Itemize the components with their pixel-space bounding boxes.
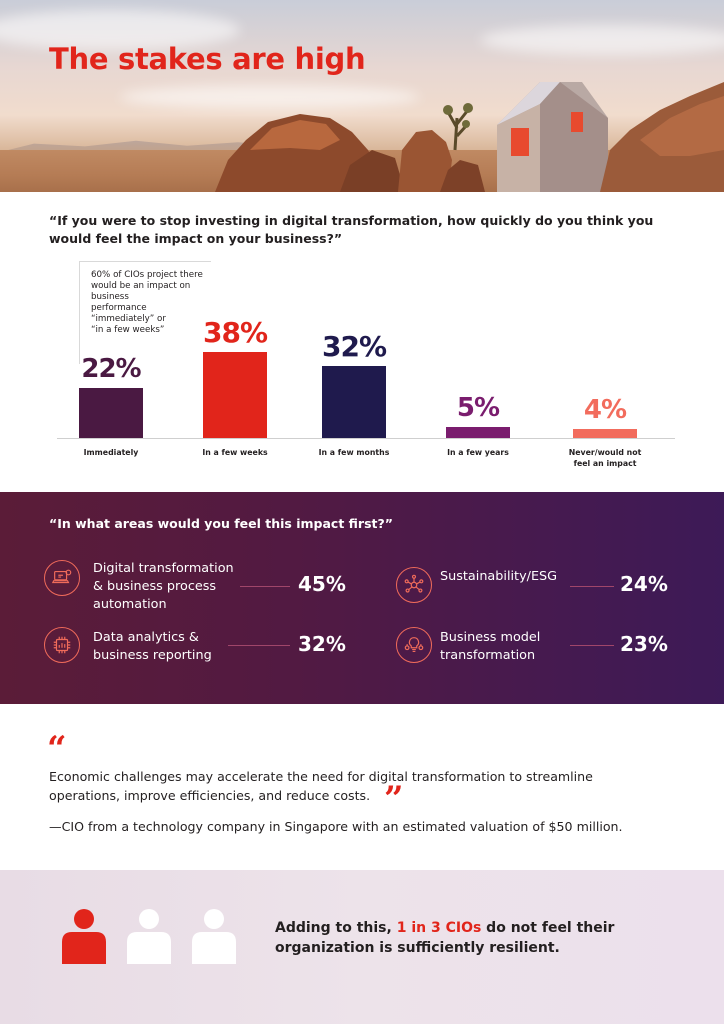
page-title: The stakes are high [49, 42, 366, 76]
leader-line [228, 645, 290, 646]
automation-laptop-icon [44, 560, 80, 596]
label-line: Data analytics & [93, 630, 199, 645]
leader-line [570, 645, 614, 646]
bar-value-label: 4% [583, 394, 627, 425]
label-line: business reporting [93, 648, 212, 663]
distant-mountains [0, 140, 340, 152]
person-icon [123, 908, 175, 964]
impact-item-value: 32% [298, 632, 346, 656]
bar-immediately [79, 388, 143, 438]
bar-in-a-few-years [446, 426, 510, 438]
impact-timing-bar-chart: 60% of CIOs project there would be an im… [0, 250, 724, 480]
leader-line [570, 586, 614, 587]
bar-in-a-few-weeks [203, 352, 267, 438]
quote-attribution: —CIO from a technology company in Singap… [49, 819, 623, 834]
x-axis-label: In a few weeks [202, 448, 268, 457]
chart-baseline [57, 438, 675, 439]
person-icon [188, 908, 240, 964]
network-nodes-icon [396, 567, 432, 603]
desert-scene-illustration [215, 82, 724, 192]
impact-item-value: 23% [620, 632, 668, 656]
impact-item-label: Business model transformation [440, 629, 540, 665]
x-axis-label: In a few months [318, 448, 390, 457]
bar-value-label: 38% [202, 316, 268, 349]
data-analytics-chip-icon [44, 627, 80, 663]
quote-open-mark: “ [47, 729, 67, 769]
survey-question: “If you were to stop investing in digita… [49, 213, 654, 246]
impact-item-value: 24% [620, 572, 668, 596]
callout-line: would be an impact on business [91, 281, 191, 302]
bar-value-label: 32% [321, 329, 387, 363]
label-line: automation [93, 597, 167, 612]
bar-value-label: 5% [456, 392, 500, 423]
label-line: Sustainability/ESG [440, 569, 558, 584]
bar-in-a-few-months [322, 365, 386, 438]
statement-highlight: 1 in 3 CIOs [396, 920, 482, 936]
impact-areas-section: “In what areas would you feel this impac… [0, 492, 724, 704]
callout-line: “in a few weeks” [91, 325, 165, 335]
cloud [480, 25, 724, 55]
x-axis-label: Immediately [83, 448, 139, 457]
label-line: Business model [440, 630, 541, 645]
x-axis-label: Never/would not feel an impact [568, 448, 642, 468]
resilience-section: Adding to this, 1 in 3 CIOs do not feel … [0, 870, 724, 1024]
label-line: transformation [440, 648, 536, 663]
callout-box: 60% of CIOs project there would be an im… [79, 261, 211, 364]
lightbulb-gears-icon [396, 627, 432, 663]
bar-value-label: 22% [81, 354, 141, 385]
callout-line: performance “immediately” or [91, 303, 166, 324]
impact-item-value: 45% [298, 572, 346, 596]
impact-question: “In what areas would you feel this impac… [49, 516, 393, 531]
label-line: & business process [93, 579, 217, 594]
quote-text: Economic challenges may accelerate the n… [49, 767, 689, 805]
person-highlighted-icon [58, 908, 110, 964]
hero-banner: The stakes are high [0, 0, 724, 192]
leader-line [240, 586, 290, 587]
impact-item-label: Digital transformation & business proces… [93, 560, 234, 614]
impact-item-label: Sustainability/ESG [440, 568, 557, 586]
statement-text: do not feel their organization is suffic… [275, 920, 615, 956]
cloud [0, 10, 240, 50]
resilience-statement: Adding to this, 1 in 3 CIOs do not feel … [275, 918, 675, 958]
label-line: Digital transformation [93, 561, 234, 576]
callout-line: 60% of CIOs project there [91, 270, 203, 280]
quote-line: Economic challenges may accelerate the n… [49, 769, 593, 784]
statement-text: Adding to this, [275, 920, 397, 936]
cloud [120, 85, 420, 109]
x-axis-label: In a few years [447, 448, 509, 457]
quote-line: operations, improve efficiencies, and re… [49, 788, 371, 803]
quote-close-mark: ” [384, 779, 404, 819]
bar-never-would-not-feel-an-impact [573, 428, 637, 438]
impact-item-label: Data analytics & business reporting [93, 629, 212, 665]
